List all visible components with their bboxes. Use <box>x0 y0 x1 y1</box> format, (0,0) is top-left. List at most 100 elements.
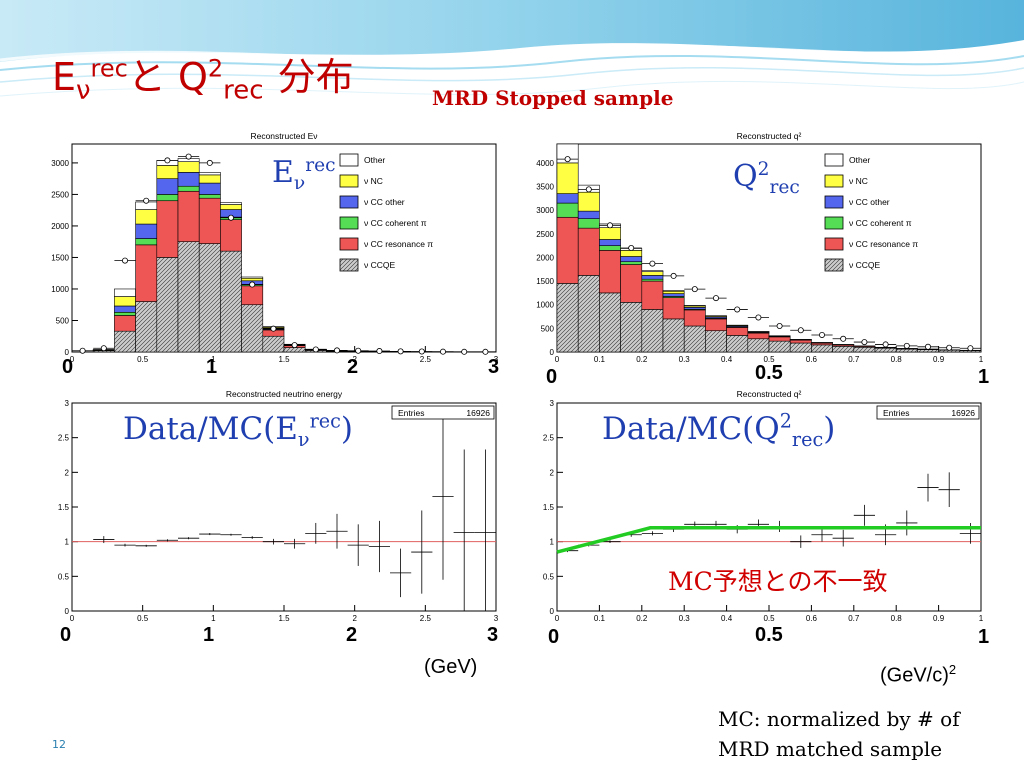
y-tick-label: 3 <box>65 399 70 408</box>
legend-swatch <box>824 195 844 209</box>
data-point <box>143 197 150 204</box>
y-tick-label: 1 <box>550 538 555 547</box>
legend-label: ν NC <box>849 176 868 186</box>
x-tick-label: 0 <box>70 355 75 364</box>
stack-bar-other <box>114 288 136 297</box>
y-tick-label: 0.5 <box>543 572 555 581</box>
x-tick-label: 0.9 <box>933 614 945 623</box>
y-tick-label: 2500 <box>536 230 554 239</box>
data-point <box>840 335 847 342</box>
x-tick-label: 1 <box>979 614 984 623</box>
stack-bar--cc-resonance- <box>577 227 600 276</box>
q2-top-axis-05: 0.5 <box>755 362 783 384</box>
header-wave-decoration <box>0 0 1024 97</box>
stack-bar--cc-coherent- <box>177 185 200 192</box>
ev-label-e: E <box>272 155 294 190</box>
stack-bar--ccqe <box>262 335 285 353</box>
stack-bar--ccqe <box>599 292 621 353</box>
title-e: E <box>52 55 77 99</box>
y-tick-label: 2000 <box>536 253 554 262</box>
legend-swatch <box>339 216 359 230</box>
legend-swatch <box>824 216 844 230</box>
y-tick-label: 500 <box>541 324 555 333</box>
legend-label: ν CC other <box>849 197 890 207</box>
q2-label-q: Q <box>733 159 758 194</box>
stack-bar--ccqe <box>620 302 643 353</box>
stack-bar-other <box>662 290 685 292</box>
stack-bar--ccqe <box>577 275 600 353</box>
x-tick-label: 1.5 <box>278 355 290 364</box>
stack-bar--cc-other <box>156 178 179 195</box>
x-tick-label: 2 <box>352 614 357 623</box>
data-point <box>418 348 425 355</box>
data-point <box>397 348 404 355</box>
title-rec-sub: rec <box>223 75 264 106</box>
data-point <box>333 347 340 354</box>
stack-bar--cc-resonance- <box>220 219 242 252</box>
stack-bar--nc <box>114 296 136 307</box>
stack-bar--cc-other <box>599 239 621 246</box>
legend-swatch <box>339 174 359 188</box>
stack-bar--cc-coherent- <box>114 311 136 316</box>
stack-bar--nc <box>577 191 600 212</box>
data-point <box>776 322 783 329</box>
legend-label: ν CC coherent π <box>364 218 427 228</box>
legend-swatch <box>339 153 359 167</box>
q2-top-axis-0: 0 <box>546 366 558 388</box>
x-tick-label: 0.5 <box>763 355 775 364</box>
y-tick-label: 4000 <box>536 159 554 168</box>
ev-top-axis-3: 3 <box>488 356 500 378</box>
q2-bottom-axis-1: 1 <box>978 626 990 648</box>
slide-title: Eνrecと Q2rec 分布 <box>52 55 354 103</box>
legend-swatch <box>824 153 844 167</box>
y-tick-label: 0 <box>65 607 70 616</box>
stack-bar-other <box>198 172 221 176</box>
data-point <box>712 295 719 302</box>
legend-label: ν NC <box>364 176 383 186</box>
data-point <box>818 331 825 338</box>
x-tick-label: 0.6 <box>806 355 818 364</box>
ratio-q2-suffix: ) <box>823 411 836 447</box>
stack-bar--ccqe <box>135 301 158 353</box>
stack-bar--ccqe <box>177 241 200 353</box>
stack-bar--nc <box>662 290 685 294</box>
stack-bar--ccqe <box>198 243 221 353</box>
stack-bar--ccqe <box>726 335 749 353</box>
stats-value: 16926 <box>466 408 490 418</box>
legend-swatch <box>824 258 844 272</box>
x-tick-label: 0.1 <box>594 355 606 364</box>
x-tick-label: 0.3 <box>679 355 691 364</box>
stack-bar--ccqe <box>811 344 833 353</box>
x-tick-label: 1 <box>979 355 984 364</box>
stack-bar--cc-coherent- <box>620 261 643 265</box>
title-to-q: と Q <box>127 55 208 99</box>
note-line-1: MC: normalized by # of <box>718 707 960 731</box>
stack-bar--cc-other <box>556 193 579 204</box>
ev-bottom-axis-0: 0 <box>60 624 72 646</box>
y-tick-label: 1500 <box>51 253 69 262</box>
stack-bar--nc <box>599 227 621 240</box>
stack-bar--nc <box>556 162 579 194</box>
stack-bar--ccqe <box>832 346 855 353</box>
unit-gev-label: (GeV) <box>424 656 478 678</box>
legend-swatch <box>339 195 359 209</box>
data-point <box>79 347 86 354</box>
data-point <box>691 286 698 293</box>
mc-disagreement-note: MC予想との不一致 <box>668 567 888 596</box>
y-tick-label: 1.5 <box>543 503 555 512</box>
ratio-ev-rec: rec <box>309 409 341 433</box>
stack-bar--ccqe <box>768 340 791 353</box>
x-tick-label: 0.8 <box>891 614 903 623</box>
data-point <box>249 281 256 288</box>
ev-bottom-axis-3: 3 <box>487 624 499 646</box>
stack-bar--ccqe <box>241 304 264 353</box>
stack-bar--ccqe <box>874 347 897 353</box>
ev-label-rec: rec <box>305 155 336 176</box>
x-tick-label: 3 <box>494 355 499 364</box>
legend-label: ν CCQE <box>364 260 396 270</box>
legend-label: Other <box>364 155 385 165</box>
stack-bar--cc-resonance- <box>198 197 221 244</box>
stack-bar--cc-coherent- <box>599 245 621 251</box>
q2-bottom-axis-05: 0.5 <box>755 624 783 646</box>
title-rec-sup: rec <box>90 54 128 83</box>
